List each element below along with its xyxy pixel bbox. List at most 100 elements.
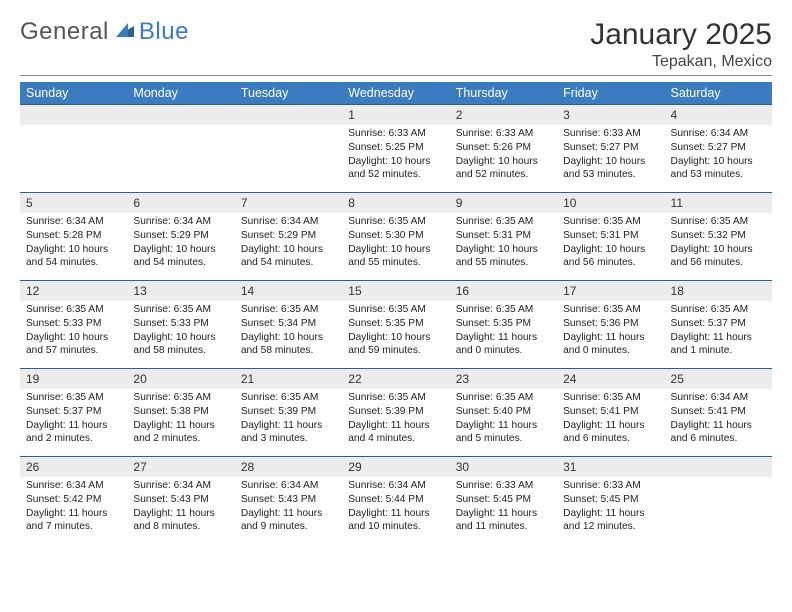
day-details: Sunrise: 6:35 AMSunset: 5:35 PMDaylight:… <box>450 301 557 362</box>
sunset-text: Sunset: 5:25 PM <box>348 141 445 155</box>
day-number: 8 <box>342 193 449 213</box>
daylight-text: Daylight: 11 hours and 3 minutes. <box>241 419 338 447</box>
day-details: Sunrise: 6:35 AMSunset: 5:32 PMDaylight:… <box>665 213 772 274</box>
day-number: 10 <box>557 193 664 213</box>
day-number: 22 <box>342 369 449 389</box>
calendar-cell <box>127 105 234 193</box>
calendar-cell: 17Sunrise: 6:35 AMSunset: 5:36 PMDayligh… <box>557 281 664 369</box>
empty-day-band <box>235 105 342 125</box>
sunrise-text: Sunrise: 6:35 AM <box>348 303 445 317</box>
day-number: 24 <box>557 369 664 389</box>
day-details: Sunrise: 6:34 AMSunset: 5:29 PMDaylight:… <box>127 213 234 274</box>
daylight-text: Daylight: 10 hours and 52 minutes. <box>456 155 553 183</box>
day-number: 20 <box>127 369 234 389</box>
sunset-text: Sunset: 5:33 PM <box>133 317 230 331</box>
location-label: Tepakan, Mexico <box>590 53 772 71</box>
day-details: Sunrise: 6:35 AMSunset: 5:39 PMDaylight:… <box>342 389 449 450</box>
daylight-text: Daylight: 10 hours and 58 minutes. <box>133 331 230 359</box>
day-details: Sunrise: 6:35 AMSunset: 5:34 PMDaylight:… <box>235 301 342 362</box>
day-details: Sunrise: 6:34 AMSunset: 5:43 PMDaylight:… <box>235 477 342 538</box>
daylight-text: Daylight: 10 hours and 53 minutes. <box>563 155 660 183</box>
sunset-text: Sunset: 5:40 PM <box>456 405 553 419</box>
sunrise-text: Sunrise: 6:34 AM <box>671 127 768 141</box>
empty-day-band <box>20 105 127 125</box>
day-number: 13 <box>127 281 234 301</box>
daylight-text: Daylight: 10 hours and 59 minutes. <box>348 331 445 359</box>
day-details: Sunrise: 6:34 AMSunset: 5:28 PMDaylight:… <box>20 213 127 274</box>
day-number: 1 <box>342 105 449 125</box>
day-details: Sunrise: 6:33 AMSunset: 5:27 PMDaylight:… <box>557 125 664 186</box>
day-number: 18 <box>665 281 772 301</box>
calendar-cell: 27Sunrise: 6:34 AMSunset: 5:43 PMDayligh… <box>127 457 234 545</box>
sunset-text: Sunset: 5:43 PM <box>241 493 338 507</box>
logo-sail-icon <box>114 20 136 45</box>
sunset-text: Sunset: 5:33 PM <box>26 317 123 331</box>
sunrise-text: Sunrise: 6:33 AM <box>456 127 553 141</box>
sunrise-text: Sunrise: 6:33 AM <box>348 127 445 141</box>
daylight-text: Daylight: 11 hours and 6 minutes. <box>671 419 768 447</box>
sunset-text: Sunset: 5:36 PM <box>563 317 660 331</box>
daylight-text: Daylight: 11 hours and 9 minutes. <box>241 507 338 535</box>
calendar-cell <box>20 105 127 193</box>
day-details: Sunrise: 6:35 AMSunset: 5:31 PMDaylight:… <box>557 213 664 274</box>
daylight-text: Daylight: 10 hours and 55 minutes. <box>456 243 553 271</box>
day-details: Sunrise: 6:35 AMSunset: 5:38 PMDaylight:… <box>127 389 234 450</box>
calendar-cell: 30Sunrise: 6:33 AMSunset: 5:45 PMDayligh… <box>450 457 557 545</box>
daylight-text: Daylight: 10 hours and 57 minutes. <box>26 331 123 359</box>
sunset-text: Sunset: 5:43 PM <box>133 493 230 507</box>
calendar-cell: 31Sunrise: 6:33 AMSunset: 5:45 PMDayligh… <box>557 457 664 545</box>
day-number: 15 <box>342 281 449 301</box>
day-details: Sunrise: 6:34 AMSunset: 5:27 PMDaylight:… <box>665 125 772 186</box>
sunset-text: Sunset: 5:28 PM <box>26 229 123 243</box>
sunrise-text: Sunrise: 6:35 AM <box>26 391 123 405</box>
header-underline <box>20 75 772 76</box>
day-number: 23 <box>450 369 557 389</box>
calendar-cell: 1Sunrise: 6:33 AMSunset: 5:25 PMDaylight… <box>342 105 449 193</box>
sunrise-text: Sunrise: 6:33 AM <box>563 127 660 141</box>
day-details: Sunrise: 6:33 AMSunset: 5:45 PMDaylight:… <box>557 477 664 538</box>
daylight-text: Daylight: 10 hours and 54 minutes. <box>26 243 123 271</box>
day-details: Sunrise: 6:33 AMSunset: 5:26 PMDaylight:… <box>450 125 557 186</box>
calendar-cell: 15Sunrise: 6:35 AMSunset: 5:35 PMDayligh… <box>342 281 449 369</box>
calendar-cell: 28Sunrise: 6:34 AMSunset: 5:43 PMDayligh… <box>235 457 342 545</box>
calendar-header-row: SundayMondayTuesdayWednesdayThursdayFrid… <box>20 82 772 105</box>
calendar-cell: 16Sunrise: 6:35 AMSunset: 5:35 PMDayligh… <box>450 281 557 369</box>
sunrise-text: Sunrise: 6:35 AM <box>456 391 553 405</box>
calendar-cell: 19Sunrise: 6:35 AMSunset: 5:37 PMDayligh… <box>20 369 127 457</box>
day-number: 28 <box>235 457 342 477</box>
empty-day-band <box>665 457 772 477</box>
daylight-text: Daylight: 11 hours and 2 minutes. <box>26 419 123 447</box>
month-title: January 2025 <box>590 18 772 51</box>
day-number: 6 <box>127 193 234 213</box>
sunset-text: Sunset: 5:32 PM <box>671 229 768 243</box>
day-number: 30 <box>450 457 557 477</box>
day-number: 16 <box>450 281 557 301</box>
day-number: 5 <box>20 193 127 213</box>
sunset-text: Sunset: 5:39 PM <box>241 405 338 419</box>
calendar-cell: 22Sunrise: 6:35 AMSunset: 5:39 PMDayligh… <box>342 369 449 457</box>
calendar-week-row: 26Sunrise: 6:34 AMSunset: 5:42 PMDayligh… <box>20 457 772 545</box>
sunrise-text: Sunrise: 6:34 AM <box>133 215 230 229</box>
sunrise-text: Sunrise: 6:35 AM <box>241 391 338 405</box>
sunset-text: Sunset: 5:41 PM <box>671 405 768 419</box>
calendar-cell: 8Sunrise: 6:35 AMSunset: 5:30 PMDaylight… <box>342 193 449 281</box>
daylight-text: Daylight: 10 hours and 54 minutes. <box>133 243 230 271</box>
sunrise-text: Sunrise: 6:35 AM <box>563 303 660 317</box>
weekday-header: Thursday <box>450 82 557 105</box>
day-details: Sunrise: 6:34 AMSunset: 5:41 PMDaylight:… <box>665 389 772 450</box>
sunset-text: Sunset: 5:29 PM <box>241 229 338 243</box>
sunset-text: Sunset: 5:37 PM <box>671 317 768 331</box>
calendar-cell: 10Sunrise: 6:35 AMSunset: 5:31 PMDayligh… <box>557 193 664 281</box>
day-number: 31 <box>557 457 664 477</box>
weekday-header: Sunday <box>20 82 127 105</box>
sunset-text: Sunset: 5:35 PM <box>456 317 553 331</box>
day-number: 27 <box>127 457 234 477</box>
sunset-text: Sunset: 5:31 PM <box>456 229 553 243</box>
daylight-text: Daylight: 11 hours and 4 minutes. <box>348 419 445 447</box>
sunset-text: Sunset: 5:39 PM <box>348 405 445 419</box>
calendar-cell: 14Sunrise: 6:35 AMSunset: 5:34 PMDayligh… <box>235 281 342 369</box>
sunset-text: Sunset: 5:34 PM <box>241 317 338 331</box>
weekday-header: Saturday <box>665 82 772 105</box>
empty-day-band <box>127 105 234 125</box>
sunset-text: Sunset: 5:38 PM <box>133 405 230 419</box>
